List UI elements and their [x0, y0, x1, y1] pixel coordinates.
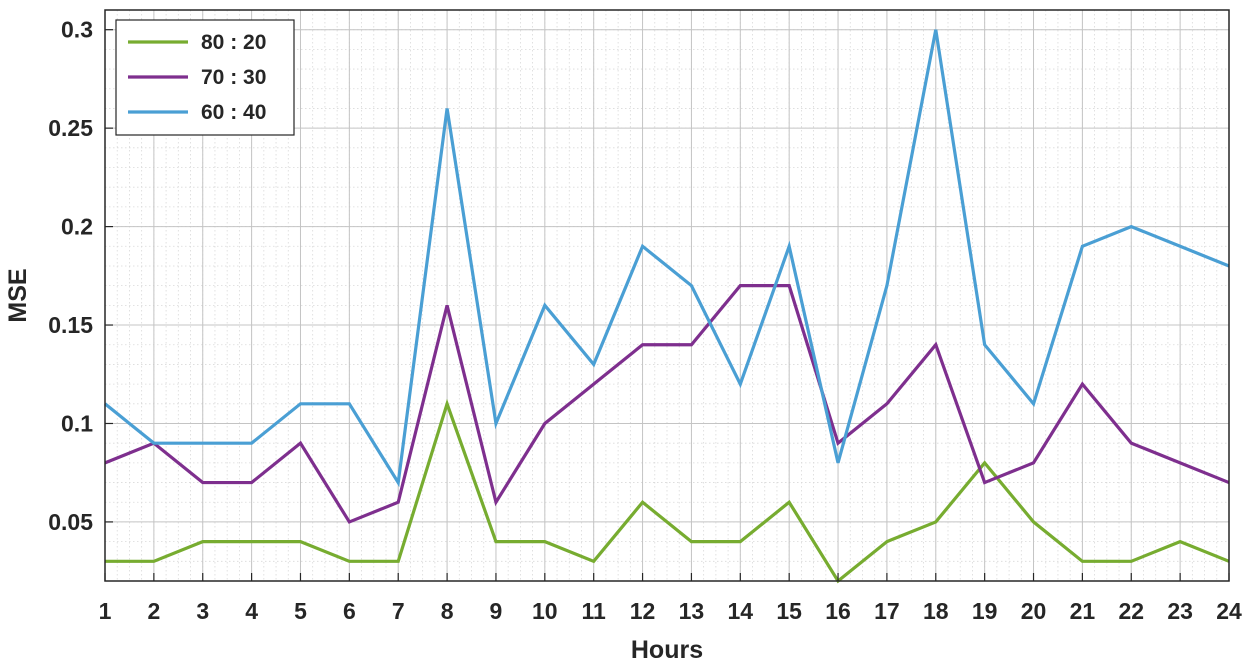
- series-line-2: [103, 29, 1230, 488]
- x-tick-label: 4: [245, 598, 258, 624]
- legend-entry-label-1: 70 : 30: [201, 66, 266, 89]
- x-tick-label: 17: [874, 598, 900, 624]
- legend-entry-label-0: 80 : 20: [201, 31, 266, 54]
- x-axis-label: Hours: [631, 636, 703, 664]
- x-tick-label: 15: [776, 598, 802, 624]
- y-tick-label: 0.15: [48, 312, 93, 338]
- x-tick-label: 3: [196, 598, 209, 624]
- y-axis-ticks: 0.05 0.1 0.15 0.2 0.25 0.3: [48, 17, 113, 535]
- y-tick-label: 0.2: [61, 214, 93, 240]
- x-tick-label: 10: [532, 598, 558, 624]
- x-tick-label: 2: [147, 598, 160, 624]
- x-axis-ticks: 1 2 3 4 5 6 7 8 9 10 11 12 13 14 15 16 17 18 19 20 21 22 23 24: [99, 573, 1242, 624]
- x-tick-label: 7: [392, 598, 405, 624]
- x-tick-label: 20: [1021, 598, 1047, 624]
- x-tick-label: 8: [441, 598, 454, 624]
- series-line-0: [105, 398, 1230, 584]
- x-tick-label: 11: [582, 598, 607, 624]
- y-tick-label: 0.3: [61, 17, 93, 43]
- y-tick-label: 0.05: [48, 509, 93, 535]
- series-layer: [103, 29, 1230, 584]
- x-tick-label: 16: [825, 598, 851, 624]
- series-line-1: [104, 284, 1230, 524]
- x-tick-label: 1: [99, 598, 112, 624]
- x-tick-label: 5: [294, 598, 307, 624]
- x-tick-label: 24: [1216, 598, 1242, 624]
- x-tick-label: 19: [972, 598, 998, 624]
- x-tick-label: 13: [679, 598, 705, 624]
- x-tick-label: 22: [1118, 598, 1144, 624]
- x-tick-label: 12: [630, 598, 656, 624]
- plot-frame: [104, 9, 1230, 582]
- y-tick-label: 0.25: [48, 115, 93, 141]
- x-tick-label: 6: [343, 598, 356, 624]
- x-tick-label: 14: [728, 598, 754, 624]
- legend-entry-label-2: 60 : 40: [201, 101, 266, 124]
- x-tick-label: 21: [1070, 598, 1096, 624]
- legend: 80 : 20 70 : 30 60 : 40: [115, 19, 295, 136]
- x-tick-label: 23: [1167, 598, 1193, 624]
- x-tick-label: 9: [490, 598, 503, 624]
- y-axis-label: MSE: [4, 268, 32, 322]
- x-tick-label: 18: [923, 598, 949, 624]
- y-tick-label: 0.1: [61, 410, 93, 436]
